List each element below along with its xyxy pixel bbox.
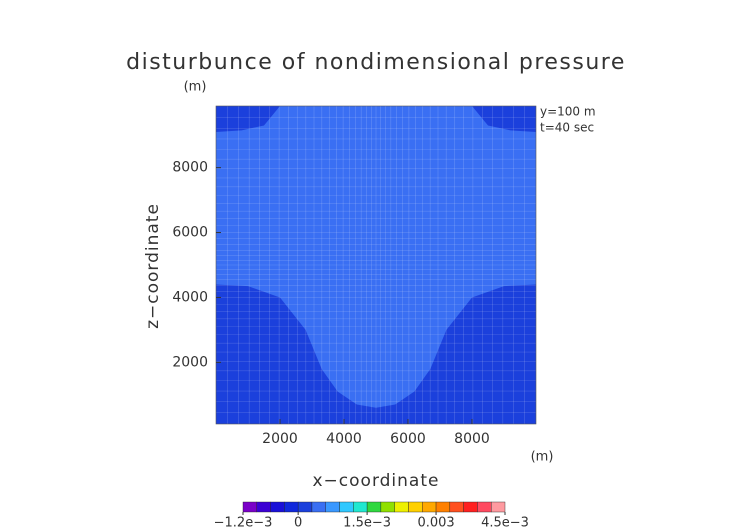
- x-tick-label: 4000: [326, 431, 362, 447]
- plot-area: [216, 106, 536, 424]
- colorbar-swatch: [366, 501, 382, 513]
- axes: 2000 4000 6000 8000 2000 4000 6000 8000 −1.2e−3 0…: [172, 105, 537, 531]
- x-tick-label: 8000: [454, 431, 490, 447]
- colorbar-swatch: [353, 501, 368, 513]
- annotation: t=40 sec: [540, 121, 594, 135]
- y-unit: (m): [184, 80, 207, 95]
- y-axis-label: z−coordinate: [143, 203, 163, 329]
- x-tick-label: 6000: [390, 431, 426, 447]
- x-tick-label: 2000: [262, 431, 298, 447]
- colorbar-tick-label: 4.5e−3: [481, 516, 529, 531]
- colorbar-swatch: [242, 501, 257, 513]
- y-tick-label: 8000: [172, 160, 208, 176]
- colorbar-swatch: [435, 501, 451, 513]
- x-axis-label: x−coordinate: [313, 471, 440, 491]
- y-tick-label: 6000: [172, 225, 208, 241]
- colorbar-swatch: [491, 501, 506, 513]
- colorbar-swatch: [477, 501, 492, 513]
- colorbar-tick-label: 0: [294, 516, 302, 531]
- colorbar-swatch: [408, 501, 423, 513]
- colorbar-swatch: [463, 501, 478, 513]
- plot-frame: [215, 105, 537, 425]
- colorbar-swatch: [339, 501, 354, 513]
- colorbar-tick-label: −1.2e−3: [214, 516, 273, 531]
- chart-title: disturbunce of nondimensional pressure: [126, 50, 626, 75]
- colorbar-tick-label: 0.003: [417, 516, 454, 531]
- colorbar-swatch: [449, 501, 464, 513]
- colorbar-swatch: [422, 501, 437, 513]
- colorbar-swatch: [270, 501, 285, 513]
- annotation: y=100 m: [540, 105, 596, 119]
- x-unit: (m): [531, 450, 554, 465]
- colorbar-tick-label: 1.5e−3: [343, 516, 391, 531]
- colorbar-swatch: [394, 501, 409, 513]
- colorbar-swatch: [380, 501, 395, 513]
- colorbar-swatch: [297, 501, 313, 513]
- y-tick-label: 4000: [172, 289, 208, 305]
- colorbar-swatch: [256, 501, 271, 513]
- y-tick-label: 2000: [172, 354, 208, 370]
- contour-region: [216, 106, 536, 408]
- colorbar-swatch: [325, 501, 340, 513]
- colorbar-swatch: [284, 501, 299, 513]
- colorbar-swatch: [311, 501, 326, 513]
